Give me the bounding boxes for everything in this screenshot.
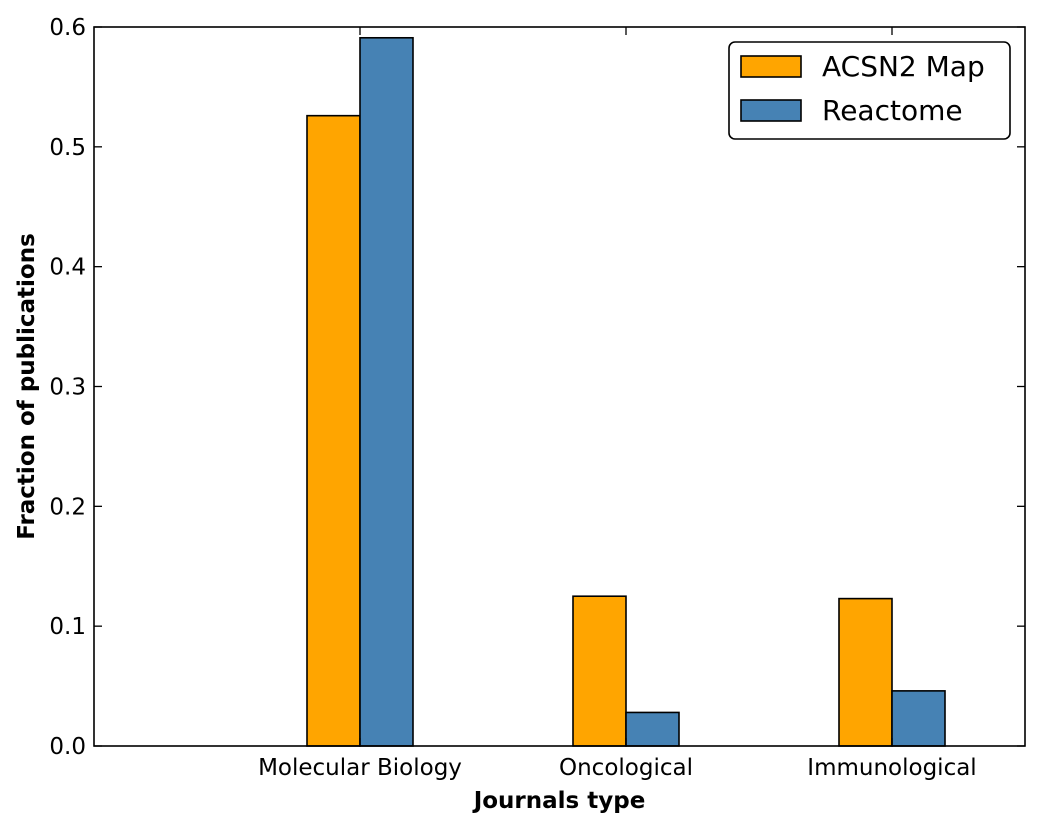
- legend-label-reactome: Reactome: [822, 94, 963, 127]
- y-tick-label: 0.2: [49, 494, 86, 520]
- y-tick-label: 0.5: [49, 135, 86, 161]
- x-tick-labels: Molecular Biology Oncological Immunologica…: [258, 755, 977, 781]
- legend: ACSN2 Map Reactome: [728, 41, 1011, 140]
- y-axis-title: Fraction of publications: [14, 233, 40, 540]
- bar-acsn2-map-2: [838, 597, 893, 747]
- bar-reactome-2: [891, 690, 946, 747]
- plot-area-frame: [93, 26, 1026, 747]
- y-tick-label: 0.6: [49, 15, 86, 41]
- y-tick-label: 0.3: [49, 375, 86, 401]
- legend-swatch-reactome: [740, 99, 802, 122]
- x-tick-label: Molecular Biology: [258, 755, 462, 781]
- bar-reactome-0: [359, 36, 414, 747]
- y-tick-label: 0.0: [49, 734, 86, 760]
- bar-acsn2-map-0: [306, 114, 361, 747]
- legend-swatch-acsn2-map: [740, 55, 802, 78]
- x-tick-label: Immunological: [807, 755, 976, 781]
- bar-reactome-1: [625, 711, 680, 747]
- y-tick-label: 0.1: [49, 614, 86, 640]
- bars-layer: [306, 36, 946, 747]
- y-tick-label: 0.4: [49, 255, 86, 281]
- x-axis-title: Journals type: [472, 788, 646, 814]
- y-tick-labels: 0.0 0.1 0.2 0.3 0.4 0.5 0.6: [49, 15, 86, 760]
- legend-label-acsn2-map: ACSN2 Map: [822, 50, 985, 83]
- bar-acsn2-map-1: [572, 595, 627, 747]
- ticks-layer: [94, 26, 1025, 747]
- x-tick-label: Oncological: [559, 755, 693, 781]
